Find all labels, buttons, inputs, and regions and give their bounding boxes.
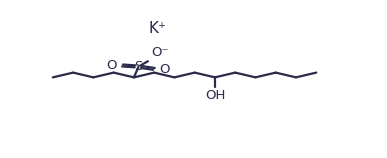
Text: OH: OH xyxy=(205,89,225,102)
Text: O: O xyxy=(160,63,170,76)
Text: O⁻: O⁻ xyxy=(151,46,169,59)
Text: S: S xyxy=(134,60,143,73)
Text: O: O xyxy=(106,59,116,72)
Text: K⁺: K⁺ xyxy=(149,21,167,36)
